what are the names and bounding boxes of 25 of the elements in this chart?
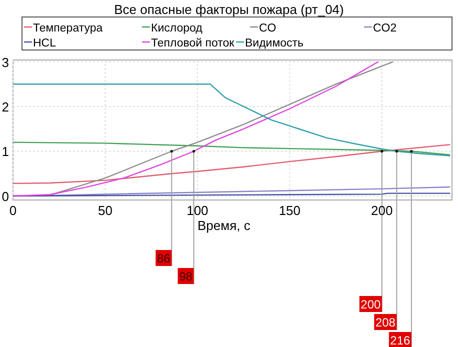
ref-line-label: 98 [179, 270, 193, 284]
legend-label: Температура [33, 22, 104, 34]
y-tick-label: 2 [2, 100, 9, 115]
y-tick-label: 0 [2, 188, 9, 204]
ref-line-label: 200 [360, 298, 381, 312]
legend-label: CO2 [373, 22, 397, 34]
legend-label: Видимость [245, 38, 304, 50]
legend-label: CO [259, 22, 276, 34]
line-series [13, 144, 451, 184]
legend-label: Кислород [151, 22, 203, 34]
chart-title: Все опасные факторы пожара (рт_04) [114, 2, 344, 17]
ref-line-label: 216 [390, 334, 410, 347]
x-tick-label: 200 [371, 203, 393, 218]
legend-label: HCL [33, 38, 57, 50]
line-series [13, 84, 451, 156]
x-tick-label: 50 [98, 203, 112, 218]
line-series [13, 142, 451, 156]
x-tick-label: 100 [186, 203, 208, 218]
ref-line-label: 86 [156, 252, 171, 266]
legend-label: Тепловой поток [151, 38, 236, 50]
y-tick-label: 3 [2, 54, 9, 70]
ref-line-label: 208 [375, 316, 396, 330]
x-tick-label: 150 [278, 203, 301, 218]
y-tick-label: 1 [2, 144, 9, 160]
x-axis-title: Время, с [198, 218, 251, 233]
